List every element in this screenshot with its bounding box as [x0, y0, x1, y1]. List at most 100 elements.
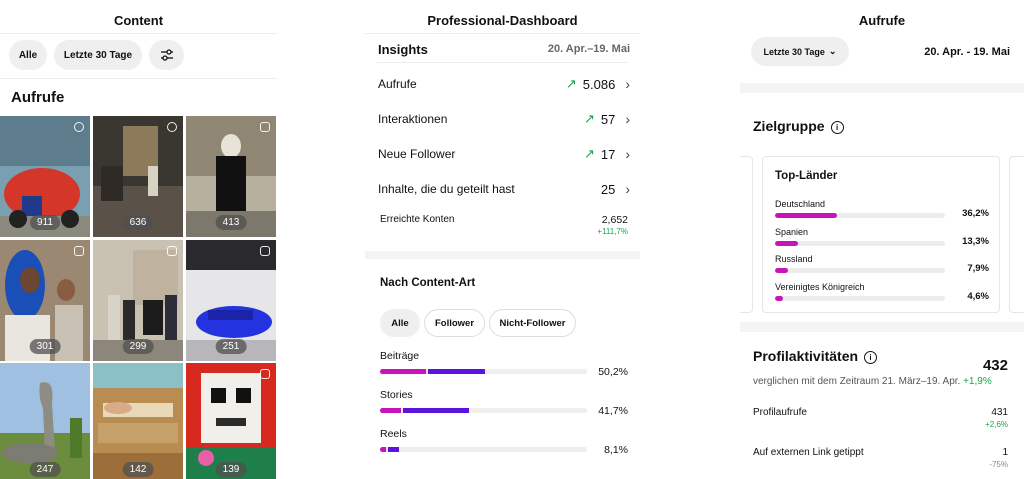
follower-segment — [380, 447, 387, 452]
carousel-icon — [74, 246, 84, 256]
trend-up-icon: ↗ — [583, 111, 595, 126]
view-count: 142 — [122, 462, 154, 477]
content-panel: Content Alle Letzte 30 Tage Aufrufe 911 … — [0, 0, 277, 479]
content-tile[interactable]: 911 — [0, 116, 90, 237]
insights-heading: Insights — [378, 42, 428, 57]
reached-accounts-label: Erreichte Konten — [380, 214, 455, 225]
follower-segment — [380, 369, 426, 374]
page-title: Aufrufe — [858, 13, 906, 28]
reel-icon — [167, 122, 177, 132]
insight-row-views[interactable]: Aufrufe ↗ 5.086 › — [378, 76, 630, 92]
insight-row-shared-content[interactable]: Inhalte, die du geteilt hast 25 › — [378, 181, 630, 197]
date-range: 20. Apr. - 19. Mai — [924, 46, 1010, 58]
activity-compare-change: +1,9% — [963, 376, 992, 387]
content-type-bar — [380, 408, 587, 413]
activity-heading: Profilaktivitäten i — [753, 348, 878, 364]
content-type-label: Stories — [380, 389, 413, 401]
row-label: Interaktionen — [378, 112, 448, 126]
content-type-bar — [380, 447, 587, 452]
filter-last-30-days-chip[interactable]: Letzte 30 Tage — [54, 40, 142, 70]
follower-segment — [380, 408, 401, 413]
content-filter-all[interactable]: Alle — [380, 309, 420, 337]
content-tile[interactable]: 251 — [186, 240, 276, 361]
info-icon[interactable]: i — [830, 120, 844, 134]
row-label: Inhalte, die du geteilt hast — [378, 182, 515, 196]
views-panel: Aufrufe Letzte 30 Tage ⌄ 20. Apr. - 19. … — [740, 0, 1024, 479]
content-filter-follower[interactable]: Follower — [424, 309, 485, 337]
chevron-right-icon: › — [625, 181, 630, 197]
country-bar — [775, 268, 945, 273]
external-link-value: 1 — [1002, 447, 1008, 458]
filter-all-chip[interactable]: Alle — [9, 40, 47, 70]
country-name: Vereinigtes Königreich — [775, 281, 865, 292]
country-bar-fill — [775, 295, 783, 301]
content-tile[interactable]: 413 — [186, 116, 276, 237]
info-icon[interactable]: i — [864, 350, 878, 364]
country-bar — [775, 240, 945, 246]
row-label: Neue Follower — [378, 147, 456, 161]
content-type-percent: 8,1% — [604, 444, 628, 456]
content-tile[interactable]: 247 — [0, 363, 90, 479]
reached-accounts-change: +111,7% — [597, 227, 628, 236]
row-value: 17 — [600, 146, 616, 162]
country-name: Spanien — [775, 226, 809, 237]
country-value: 36,2% — [962, 208, 989, 219]
external-link-change: -75% — [989, 460, 1008, 469]
trend-up-icon: ↗ — [565, 76, 577, 91]
date-range: 20. Apr.–19. Mai — [547, 43, 630, 55]
carousel-icon — [260, 369, 270, 379]
row-value: 5.086 — [582, 76, 616, 92]
chevron-down-icon: ⌄ — [828, 46, 837, 56]
content-tile[interactable]: 301 — [0, 240, 90, 361]
view-count: 247 — [29, 462, 61, 477]
content-tile[interactable]: 142 — [93, 363, 183, 479]
profile-views-label: Profilaufrufe — [753, 407, 807, 418]
view-count: 636 — [122, 215, 154, 230]
insight-row-new-followers[interactable]: Neue Follower ↗ 17 › — [378, 146, 630, 162]
content-filter-non-follower[interactable]: Nicht-Follower — [489, 309, 576, 337]
country-value: 13,3% — [962, 235, 989, 247]
period-select[interactable]: Letzte 30 Tage ⌄ — [751, 37, 849, 66]
reel-icon — [74, 122, 84, 132]
activity-total: 432 — [982, 357, 1008, 374]
country-name: Deutschland — [775, 199, 826, 209]
view-count: 301 — [29, 339, 61, 354]
country-bar-fill — [775, 268, 789, 273]
content-type-bar — [380, 369, 587, 374]
carousel-icon — [167, 246, 177, 256]
external-link-label: Auf externen Link getippt — [753, 447, 864, 458]
filter-settings-button[interactable] — [149, 40, 184, 70]
country-value: 7,9% — [967, 263, 989, 274]
audience-title: Zielgruppe — [753, 118, 825, 134]
top-countries-card: Top-Länder Deutschland 36,2% Spanien 13,3% R… — [762, 156, 1000, 313]
content-tile[interactable]: 636 — [93, 116, 183, 237]
trend-up-icon: ↗ — [583, 146, 595, 161]
row-value: 57 — [600, 111, 616, 127]
chevron-right-icon: › — [625, 146, 630, 162]
activity-title: Profilaktivitäten — [753, 348, 859, 364]
nonfollower-segment — [402, 408, 469, 413]
view-count: 139 — [215, 462, 247, 477]
activity-compare-text: verglichen mit dem Zeitraum 21. März–19.… — [753, 376, 961, 387]
dashboard-panel: Professional-Dashboard Insights 20. Apr.… — [365, 0, 640, 479]
profile-views-change: +2,6% — [985, 420, 1008, 429]
card-title: Top-Länder — [775, 170, 838, 182]
content-type-label: Reels — [380, 428, 407, 440]
content-tile[interactable]: 299 — [93, 240, 183, 361]
page-title: Content — [113, 13, 164, 28]
section-title: Aufrufe — [11, 89, 65, 106]
nonfollower-segment — [427, 369, 486, 374]
reached-accounts-value: 2,652 — [601, 214, 628, 226]
country-bar-fill — [775, 240, 798, 246]
view-count: 251 — [215, 339, 247, 354]
content-type-heading: Nach Content-Art — [380, 277, 476, 289]
country-bar — [775, 295, 945, 301]
insight-row-interactions[interactable]: Interaktionen ↗ 57 › — [378, 111, 630, 127]
country-value: 4,6% — [967, 290, 989, 302]
content-type-percent: 41,7% — [598, 405, 628, 417]
content-type-label: Beiträge — [380, 350, 420, 362]
content-tile[interactable]: 139 — [186, 363, 276, 479]
row-value: 25 — [600, 181, 616, 197]
profile-views-value: 431 — [991, 407, 1008, 418]
chevron-right-icon: › — [625, 76, 630, 92]
